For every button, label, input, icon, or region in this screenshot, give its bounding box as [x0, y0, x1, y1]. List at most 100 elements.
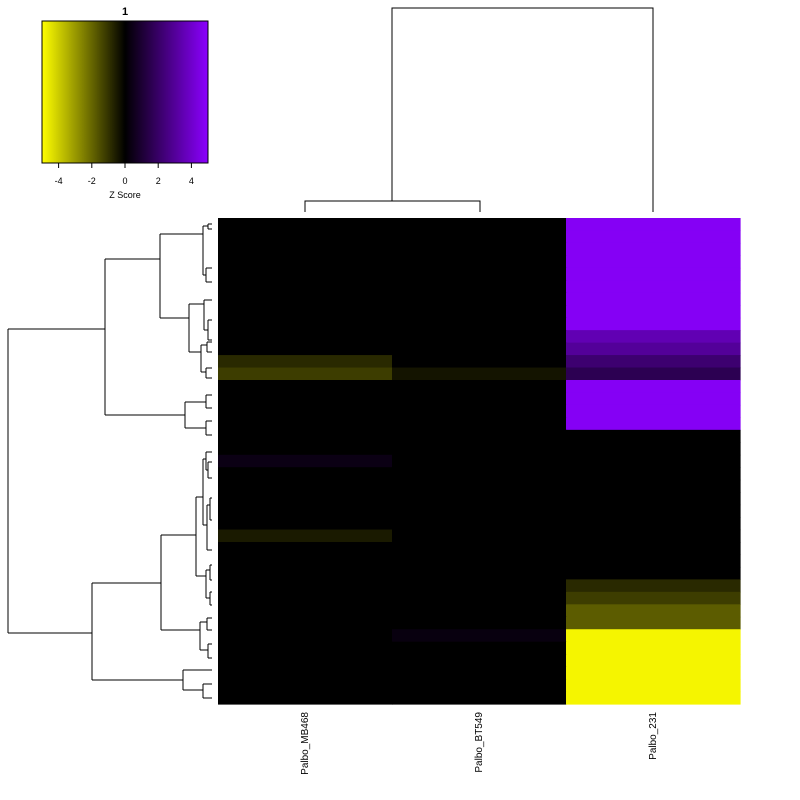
heatmap-cell	[392, 691, 567, 705]
heatmap-cell	[218, 317, 393, 331]
heatmap-cell	[218, 529, 393, 543]
heatmap-cell	[566, 404, 741, 418]
heatmap-cell	[392, 554, 567, 568]
heatmap-cell	[218, 542, 393, 556]
heatmap-cell	[392, 591, 567, 605]
heatmap-cell	[218, 679, 393, 693]
heatmap-cell	[392, 305, 567, 319]
heatmap-cell	[392, 604, 567, 618]
heatmap-cell	[218, 292, 393, 306]
heatmap-cell	[392, 417, 567, 431]
heatmap-cell	[392, 517, 567, 531]
heatmap-cell	[392, 479, 567, 493]
heatmap-cell	[218, 616, 393, 630]
heatmap-cell	[566, 691, 741, 705]
heatmap-cell	[566, 666, 741, 680]
heatmap-cell	[392, 404, 567, 418]
color-key-gradient	[41, 20, 209, 164]
heatmap-cell	[218, 380, 393, 394]
heatmap-cell	[566, 367, 741, 381]
heatmap-cell	[566, 280, 741, 294]
heatmap-cell	[392, 292, 567, 306]
heatmap-cell	[218, 267, 393, 281]
heatmap-cell	[566, 305, 741, 319]
heatmap-cell	[566, 492, 741, 506]
heatmap-cell	[392, 367, 567, 381]
heatmap-cell	[392, 355, 567, 369]
heatmap-cell	[566, 517, 741, 531]
color-key-ticks: -4 -2 0 2 4	[55, 163, 194, 186]
heatmap-cell	[218, 479, 393, 493]
heatmap-cell	[392, 641, 567, 655]
heatmap-cell	[566, 442, 741, 456]
heatmap-cell	[392, 454, 567, 468]
heatmap-cell	[392, 679, 567, 693]
heatmap-cell	[218, 429, 393, 443]
heatmap-cell	[566, 380, 741, 394]
heatmap-cell	[566, 654, 741, 668]
column-label: Palbo_MB468	[300, 712, 311, 775]
heatmap-cell	[566, 392, 741, 406]
heatmap-cell	[218, 666, 393, 680]
heatmap-cell	[218, 641, 393, 655]
color-key-tick-label: 0	[122, 176, 127, 186]
heatmap-cell	[566, 579, 741, 593]
heatmap-cell	[566, 218, 741, 232]
column-label: Palbo_BT549	[474, 712, 485, 773]
heatmap-cell	[566, 679, 741, 693]
heatmap-cell	[218, 554, 393, 568]
heatmap-cell	[392, 654, 567, 668]
heatmap-cell	[566, 616, 741, 630]
heatmap-cell	[218, 442, 393, 456]
heatmap-cell	[392, 629, 567, 643]
heatmap-cell	[392, 666, 567, 680]
heatmap-cell	[218, 280, 393, 294]
heatmap-cell	[218, 467, 393, 481]
heatmap-cell	[566, 641, 741, 655]
heatmap-cell	[218, 404, 393, 418]
color-key-tick-label: -4	[55, 176, 63, 186]
heatmap-cell	[392, 255, 567, 269]
heatmap-cell	[218, 255, 393, 269]
heatmap-cell	[392, 330, 567, 344]
heatmap-cell	[392, 529, 567, 543]
heatmap-cell	[218, 218, 393, 232]
heatmap-cell	[392, 566, 567, 580]
heatmap-cell	[566, 454, 741, 468]
heatmap-cell	[218, 330, 393, 344]
heatmap-cell	[218, 504, 393, 518]
heatmap-cell	[218, 654, 393, 668]
heatmap-cell	[566, 479, 741, 493]
heatmap-cells	[218, 218, 741, 705]
heatmap-cell	[218, 367, 393, 381]
heatmap-cell	[566, 255, 741, 269]
heatmap-cell	[218, 691, 393, 705]
heatmap-cell	[392, 242, 567, 256]
heatmap-cell	[392, 280, 567, 294]
column-labels: Palbo_MB468 Palbo_BT549 Palbo_231	[300, 712, 659, 775]
heatmap-cell	[566, 242, 741, 256]
heatmap-cell	[392, 442, 567, 456]
heatmap-cell	[566, 467, 741, 481]
heatmap-cell	[392, 429, 567, 443]
color-key: 1 -4 -2 0 2 4 Z Score	[41, 6, 209, 200]
heatmap-cell	[566, 417, 741, 431]
heatmap-cell	[566, 554, 741, 568]
heatmap-cell	[392, 267, 567, 281]
heatmap-cell	[566, 230, 741, 244]
heatmap-cell	[392, 342, 567, 356]
heatmap-cell	[218, 591, 393, 605]
heatmap-cell	[566, 330, 741, 344]
heatmap-cell	[218, 517, 393, 531]
heatmap-cell	[392, 542, 567, 556]
heatmap-cell	[392, 504, 567, 518]
heatmap-cell	[392, 218, 567, 232]
heatmap-cell	[218, 566, 393, 580]
heatmap-cell	[218, 604, 393, 618]
column-label: Palbo_231	[648, 712, 659, 760]
color-key-tick-label: 4	[189, 176, 194, 186]
heatmap-cell	[218, 355, 393, 369]
heatmap-cell	[566, 542, 741, 556]
heatmap-cell	[218, 492, 393, 506]
